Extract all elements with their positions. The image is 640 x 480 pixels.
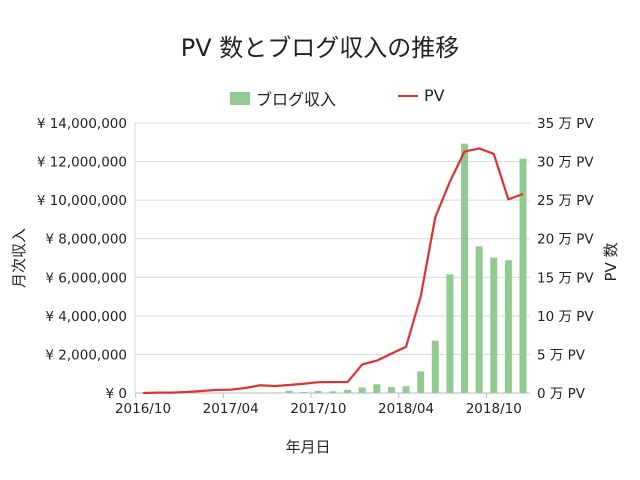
x-tick-label: 2017/10 [290,401,346,417]
x-tick-label: 2018/10 [466,401,522,417]
legend-swatch-bar [230,91,250,105]
bar-2017/10 [314,391,322,393]
y-tick-label: ¥ 8,000,000 [45,232,127,248]
x-axis-title: 年月日 [285,438,330,456]
legend-label-pv: PV [424,86,445,105]
y2-tick-label: 10 万 PV [537,309,594,325]
legend: ブログ収入 PV [0,86,640,110]
legend-swatch-line [398,94,418,97]
bar-2017/08 [285,390,293,393]
bar-2017/11 [329,391,337,393]
x-tick-label: 2016/10 [115,401,171,417]
bar-2018/09 [475,246,483,393]
bar-2018/02 [373,384,381,393]
bar-2018/11 [504,260,512,393]
x-tick-label: 2017/04 [203,401,259,417]
legend-item-revenue: ブログ収入 [230,86,336,110]
y2-tick-label: 5 万 PV [537,347,586,363]
y2-tick-label: 35 万 PV [537,116,594,132]
y2-tick-label: 25 万 PV [537,193,594,209]
y2-tick-label: 30 万 PV [537,155,594,171]
bar-2018/04 [402,386,410,393]
legend-item-pv: PV [398,86,445,105]
bar-2018/08 [461,143,469,393]
y2-tick-label: 0 万 PV [537,386,586,402]
y2-tick-label: 15 万 PV [537,270,594,286]
y-tick-label: ¥ 10,000,000 [37,193,127,209]
y-tick-label: ¥ 12,000,000 [37,155,127,171]
y-tick-label: ¥ 4,000,000 [45,309,127,325]
y-tick-label: ¥ 2,000,000 [45,347,127,363]
y-tick-label: ¥ 6,000,000 [45,270,127,286]
bar-2017/07 [271,392,279,393]
y-axis-title: 月次収入 [10,228,28,288]
y-tick-label: ¥ 14,000,000 [37,116,127,132]
x-tick-label: 2018/04 [378,401,434,417]
bar-2018/03 [387,387,395,393]
bar-2018/06 [431,340,439,393]
bar-2018/07 [446,274,454,393]
bar-2018/12 [519,158,527,393]
y-tick-label: ¥ 0 [106,386,127,402]
bar-2017/12 [344,389,352,393]
y2-axis-title: PV 数 [602,242,620,281]
bar-2018/05 [417,371,425,393]
y2-tick-label: 20 万 PV [537,232,594,248]
legend-label-revenue: ブログ収入 [256,90,337,109]
bar-2017/09 [300,392,308,393]
bar-2018/10 [490,257,498,393]
bar-2018/01 [358,387,366,393]
chart-title: PV 数とブログ収入の推移 [180,34,460,62]
